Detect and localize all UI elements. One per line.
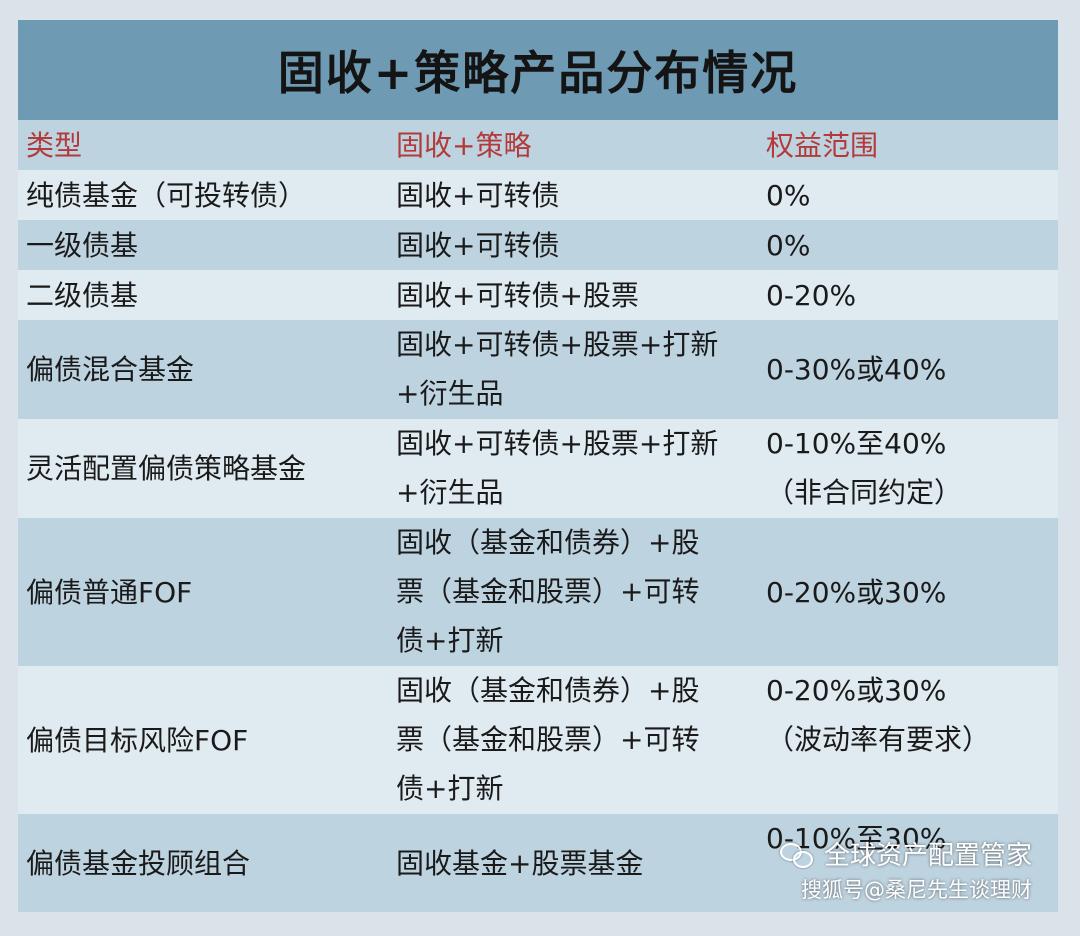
row-strategy-line: 债+打新 — [396, 772, 504, 805]
page-title: 固收+策略产品分布情况 — [277, 46, 799, 100]
title-bar: 固收+策略产品分布情况 — [18, 20, 1058, 120]
table-header: 类型 固收+策略 权益范围 — [18, 120, 1058, 170]
row-type: 偏债基金投顾组合 — [26, 846, 251, 880]
header-equity: 权益范围 — [766, 128, 879, 162]
header-strategy: 固收+策略 — [396, 128, 532, 162]
row-strategy-line: 固收（基金和债券）+股 — [396, 526, 700, 559]
row-type: 偏债混合基金 — [26, 353, 195, 386]
table-row: 灵活配置偏债策略基金 固收+可转债+股票+打新 +衍生品 0-10%至40% （… — [18, 419, 1058, 518]
row-equity: 0-20% — [766, 278, 857, 312]
row-equity: 0-20%或30% （波动率有要求） — [761, 666, 1058, 814]
row-type: 偏债目标风险FOF — [26, 723, 249, 757]
row-equity-line: 0-20%或30% — [766, 674, 947, 707]
table-row: 偏债混合基金 固收+可转债+股票+打新 +衍生品 0-30%或40% — [18, 320, 1058, 419]
watermark-account: 全球资产配置管家 — [823, 841, 1032, 871]
strategy-table: 类型 固收+策略 权益范围 纯债基金（可投转债） 固收+可转债 0% 一级债基 … — [18, 120, 1058, 912]
row-equity-line: （波动率有要求） — [766, 723, 991, 756]
row-strategy: 固收基金+股票基金 — [396, 846, 644, 880]
header-type: 类型 — [26, 128, 83, 162]
row-type: 一级债基 — [26, 228, 139, 262]
row-strategy: 固收+可转债+股票+打新 +衍生品 — [391, 320, 761, 419]
watermark: 全球资产配置管家 搜狐号@桑尼先生谈理财 — [779, 835, 1032, 904]
row-equity: 0-30%或40% — [766, 353, 947, 386]
row-strategy: 固收+可转债 — [396, 178, 560, 212]
table-row: 一级债基 固收+可转债 0% — [18, 220, 1058, 270]
row-type: 偏债普通FOF — [26, 575, 193, 609]
table-row: 纯债基金（可投转债） 固收+可转债 0% — [18, 170, 1058, 220]
row-equity-line: 0-10%至40% — [766, 427, 947, 460]
row-strategy-line: 债+打新 — [396, 624, 504, 657]
row-strategy: 固收+可转债+股票 — [396, 278, 639, 312]
row-strategy-line: 固收+可转债+股票+打新 — [396, 427, 719, 460]
table-card: 固收+策略产品分布情况 类型 固收+策略 权益范围 纯债基金（可投转债） 固收+… — [18, 20, 1058, 912]
row-strategy-line: +衍生品 — [396, 476, 504, 509]
row-equity: 0% — [766, 228, 811, 262]
table-row: 偏债基金投顾组合 固收基金+股票基金 0-10%至30% — [18, 814, 1058, 912]
row-equity-line: （非合同约定） — [766, 476, 963, 509]
row-strategy-line: +衍生品 — [396, 377, 504, 410]
table-row: 二级债基 固收+可转债+股票 0-20% — [18, 270, 1058, 320]
row-strategy-line: 票（基金和股票）+可转 — [396, 723, 700, 756]
row-strategy: 固收（基金和债券）+股 票（基金和股票）+可转 债+打新 — [391, 518, 761, 666]
row-type: 纯债基金（可投转债） — [26, 178, 307, 212]
row-equity: 0-10%至40% （非合同约定） — [761, 419, 1058, 518]
row-strategy-line: 票（基金和股票）+可转 — [396, 575, 700, 608]
row-strategy: 固收+可转债+股票+打新 +衍生品 — [391, 419, 761, 518]
row-equity: 0-20%或30% — [766, 575, 947, 609]
table-row: 偏债目标风险FOF 固收（基金和债券）+股 票（基金和股票）+可转 债+打新 0… — [18, 666, 1058, 814]
row-strategy: 固收（基金和债券）+股 票（基金和股票）+可转 债+打新 — [391, 666, 761, 814]
row-strategy: 固收+可转债 — [396, 228, 560, 262]
wechat-icon — [779, 841, 814, 868]
row-strategy-line: 固收+可转债+股票+打新 — [396, 328, 719, 361]
row-type: 灵活配置偏债策略基金 — [26, 452, 307, 485]
watermark-source: 搜狐号@桑尼先生谈理财 — [801, 878, 1032, 902]
row-strategy-line: 固收（基金和债券）+股 — [396, 674, 700, 707]
row-type: 二级债基 — [26, 278, 139, 312]
row-equity: 0% — [766, 178, 811, 212]
table-row: 偏债普通FOF 固收（基金和债券）+股 票（基金和股票）+可转 债+打新 0-2… — [18, 518, 1058, 666]
